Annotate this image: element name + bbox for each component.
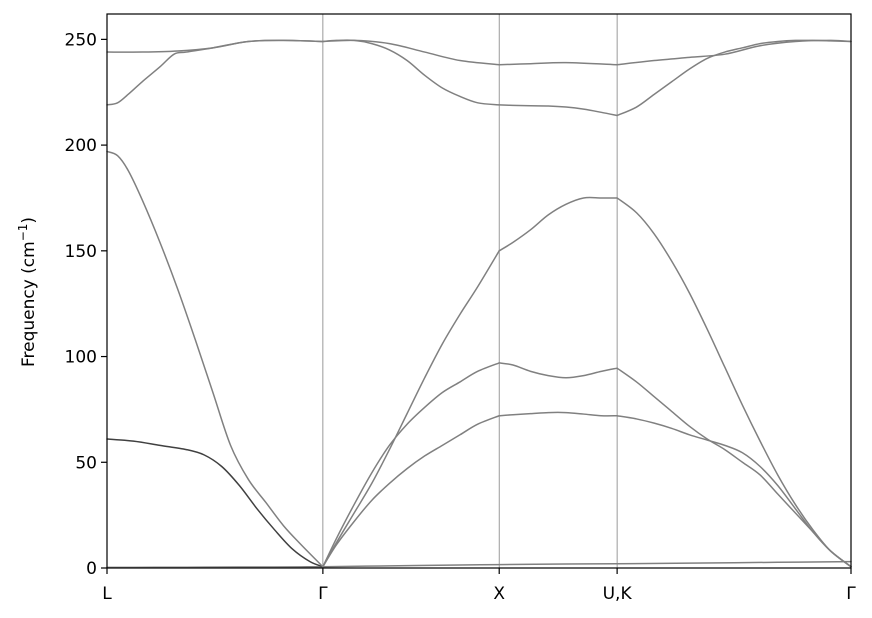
plot-frame xyxy=(106,13,852,569)
band-segment xyxy=(616,197,852,568)
y-axis-title: Frequency (cm−1) xyxy=(16,217,39,367)
y-tick-label: 0 xyxy=(86,559,97,579)
band-segment xyxy=(498,411,618,417)
band-segment xyxy=(498,104,618,117)
x-axis-ticks: L Γ X U,K Γ xyxy=(102,568,856,604)
band-segment xyxy=(106,39,324,53)
band-segment xyxy=(616,367,852,568)
band-segment xyxy=(106,150,324,568)
y-tick-label: 200 xyxy=(65,136,97,156)
phonon-bands xyxy=(106,39,852,569)
x-tick-label: Γ xyxy=(318,584,328,604)
band-segment xyxy=(106,39,324,106)
band-segment xyxy=(322,39,500,66)
x-tick-label: X xyxy=(493,584,505,604)
high-symmetry-dividers xyxy=(322,14,618,568)
band-segment xyxy=(498,196,618,252)
band-segment xyxy=(106,438,324,568)
y-tick-label: 100 xyxy=(65,348,97,368)
y-axis-title-superscript: −1 xyxy=(16,224,30,242)
band-segment xyxy=(616,39,852,66)
band-segment xyxy=(322,560,852,568)
band-segment xyxy=(106,565,324,569)
x-tick-label: L xyxy=(102,584,112,604)
band-segment xyxy=(616,415,852,568)
y-tick-label: 150 xyxy=(65,242,97,262)
band-segment xyxy=(322,415,500,568)
band-segment xyxy=(322,250,500,568)
y-tick-label: 250 xyxy=(65,30,97,50)
band-segment xyxy=(322,362,500,568)
y-axis-title-prefix: Frequency (cm xyxy=(19,241,39,367)
y-axis-ticks: 0 50 100 150 200 250 xyxy=(65,30,107,579)
x-tick-label: U,K xyxy=(603,584,633,604)
band-segment xyxy=(498,61,618,66)
x-tick-label: Γ xyxy=(846,584,856,604)
y-tick-label: 50 xyxy=(75,453,97,473)
band-segment xyxy=(498,362,618,379)
y-axis-title-suffix: ) xyxy=(19,217,39,224)
band-segment xyxy=(322,39,500,106)
